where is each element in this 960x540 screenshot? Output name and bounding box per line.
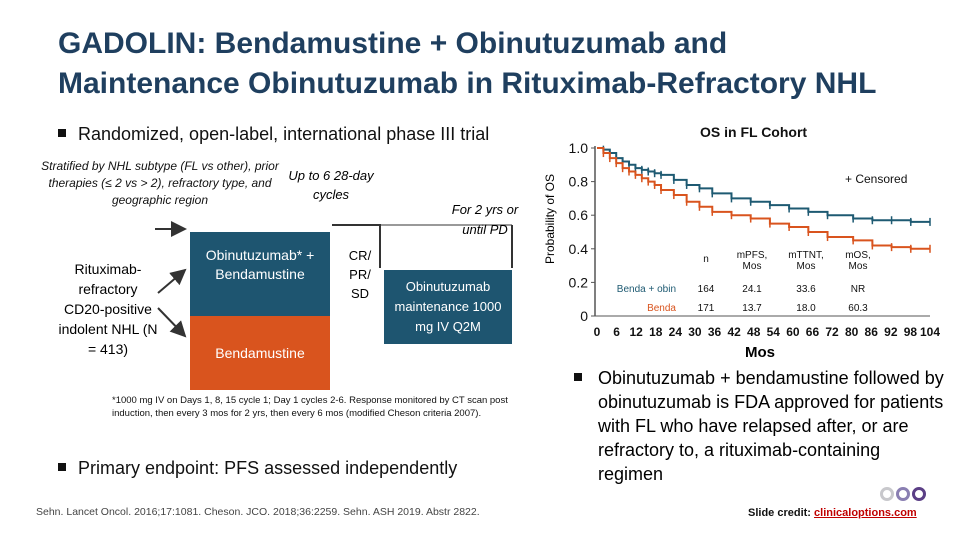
arm-bendamustine: Bendamustine <box>190 316 330 390</box>
table-cell: 171 <box>698 303 715 314</box>
response-label: CR/ PR/ SD <box>348 248 372 301</box>
x-tick-label: 6 <box>613 325 620 339</box>
km-line-benda-obin <box>597 147 930 223</box>
y-tick-label: 0.2 <box>569 274 589 290</box>
fda-bullet: Obinutuzumab + bendamustine followed by … <box>574 366 944 486</box>
table-cell: 164 <box>698 284 715 295</box>
x-tick-label: 30 <box>688 325 702 339</box>
x-tick-label: 36 <box>708 325 722 339</box>
table-header: Mos <box>849 261 868 272</box>
bullet-icon <box>58 129 66 138</box>
y-tick-label: 0.4 <box>569 241 589 257</box>
design-bullet: Randomized, open-label, international ph… <box>58 124 489 145</box>
cycles-note: Up to 6 28-day cycles <box>288 168 374 202</box>
x-axis-title: Mos <box>745 344 775 361</box>
table-header: n <box>703 254 709 265</box>
x-tick-label: 92 <box>884 325 898 339</box>
logo-circle-1 <box>880 487 894 501</box>
table-header: Mos <box>797 261 816 272</box>
x-tick-label: 12 <box>629 325 643 339</box>
title-line-1: GADOLIN: Bendamustine + Obinutuzumab and <box>58 27 728 60</box>
chart-title: OS in FL Cohort <box>700 124 808 140</box>
dosing-footnote: *1000 mg IV on Days 1, 8, 15 cycle 1; Da… <box>112 395 508 419</box>
design-bullet-text: Randomized, open-label, international ph… <box>78 124 490 144</box>
table-cell: 24.1 <box>742 284 762 295</box>
arrow-to-arm-a <box>157 268 187 294</box>
citation: Sehn. Lancet Oncol. 2016;17:1081. Cheson… <box>36 506 480 518</box>
slide-title: GADOLIN: Bendamustine + Obinutuzumab and… <box>58 24 938 104</box>
table-cell: 13.7 <box>742 303 762 314</box>
km-line-benda <box>597 147 930 250</box>
maintenance-box: Obinutuzumab maintenance 1000 mg IV Q2M <box>384 270 512 344</box>
table-cell: NR <box>851 284 865 295</box>
x-tick-label: 18 <box>649 325 663 339</box>
population-label: Rituximab-refractory CD20-positive indol… <box>58 261 158 357</box>
fda-bullet-text: Obinutuzumab + bendamustine followed by … <box>598 368 944 484</box>
table-header: mTTNT, <box>788 250 824 261</box>
credit-link[interactable]: clinicaloptions.com <box>814 507 917 519</box>
table-row-label: Benda <box>647 303 676 314</box>
table-cell: 33.6 <box>796 284 816 295</box>
x-tick-label: 104 <box>920 325 940 339</box>
y-tick-label: 0.6 <box>569 207 589 223</box>
x-tick-label: 98 <box>904 325 918 339</box>
x-tick-label: 24 <box>669 325 683 339</box>
x-tick-label: 66 <box>806 325 820 339</box>
x-tick-label: 72 <box>825 325 839 339</box>
endpoint-text: Primary endpoint: PFS assessed independe… <box>78 458 458 478</box>
table-row-label: Benda + obin <box>617 284 676 295</box>
x-tick-label: 42 <box>727 325 741 339</box>
title-line-2: Maintenance Obinutuzumab in Rituximab-Re… <box>58 67 877 100</box>
maintenance-duration-note: For 2 yrs or until PD <box>451 202 519 237</box>
table-cell: 18.0 <box>796 303 816 314</box>
logo-circle-2 <box>896 487 910 501</box>
endpoint-bullet: Primary endpoint: PFS assessed independe… <box>58 458 457 479</box>
table-header: mOS, <box>845 250 871 261</box>
x-tick-label: 48 <box>747 325 761 339</box>
table-header: mPFS, <box>737 250 768 261</box>
slide-credit: Slide credit: clinicaloptions.com <box>748 507 917 519</box>
arrow-to-arm-b <box>157 307 187 338</box>
censored-legend: + Censored <box>845 172 908 186</box>
bullet-icon <box>574 373 582 381</box>
bullet-icon <box>58 463 66 472</box>
y-tick-label: 0.8 <box>569 174 589 190</box>
y-tick-label: 0 <box>580 308 588 324</box>
table-header: Mos <box>743 261 762 272</box>
credit-prefix: Slide credit: <box>748 507 815 519</box>
arm-obinutuzumab-bendamustine: Obinutuzumab* + Bendamustine <box>190 232 330 316</box>
x-tick-label: 80 <box>845 325 859 339</box>
y-tick-label: 1.0 <box>569 140 589 156</box>
x-tick-label: 86 <box>865 325 879 339</box>
x-tick-label: 54 <box>767 325 781 339</box>
stratification-note: Stratified by NHL subtype (FL vs other),… <box>41 159 279 207</box>
x-tick-label: 60 <box>786 325 800 339</box>
x-tick-label: 0 <box>594 325 601 339</box>
clinical-options-logo <box>880 487 926 501</box>
logo-circle-3 <box>912 487 926 501</box>
table-cell: 60.3 <box>848 303 868 314</box>
